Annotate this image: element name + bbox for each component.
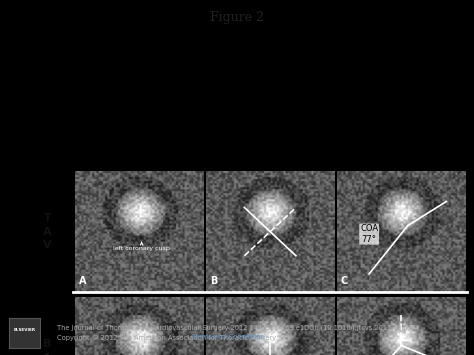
Text: COA
77°: COA 77° (360, 224, 378, 244)
Text: A: A (79, 276, 86, 286)
Text: B: B (210, 276, 217, 286)
Text: B
A
V: B A V (43, 339, 52, 355)
Text: T
A
V: T A V (43, 213, 52, 250)
Text: C: C (341, 276, 348, 286)
Text: The Journal of Thoracic and Cardiovascular Surgery 2012 144, 360-369.e1DOI: (10.: The Journal of Thoracic and Cardiovascul… (57, 325, 419, 331)
Text: left coronary cusp: left coronary cusp (113, 242, 170, 251)
Text: Figure 2: Figure 2 (210, 11, 264, 24)
Text: Terms and Conditions: Terms and Conditions (192, 334, 264, 340)
Text: ELSEVIER: ELSEVIER (14, 328, 36, 332)
Text: Copyright © 2012 The American Association for Thoracic Surgery: Copyright © 2012 The American Associatio… (57, 334, 278, 341)
